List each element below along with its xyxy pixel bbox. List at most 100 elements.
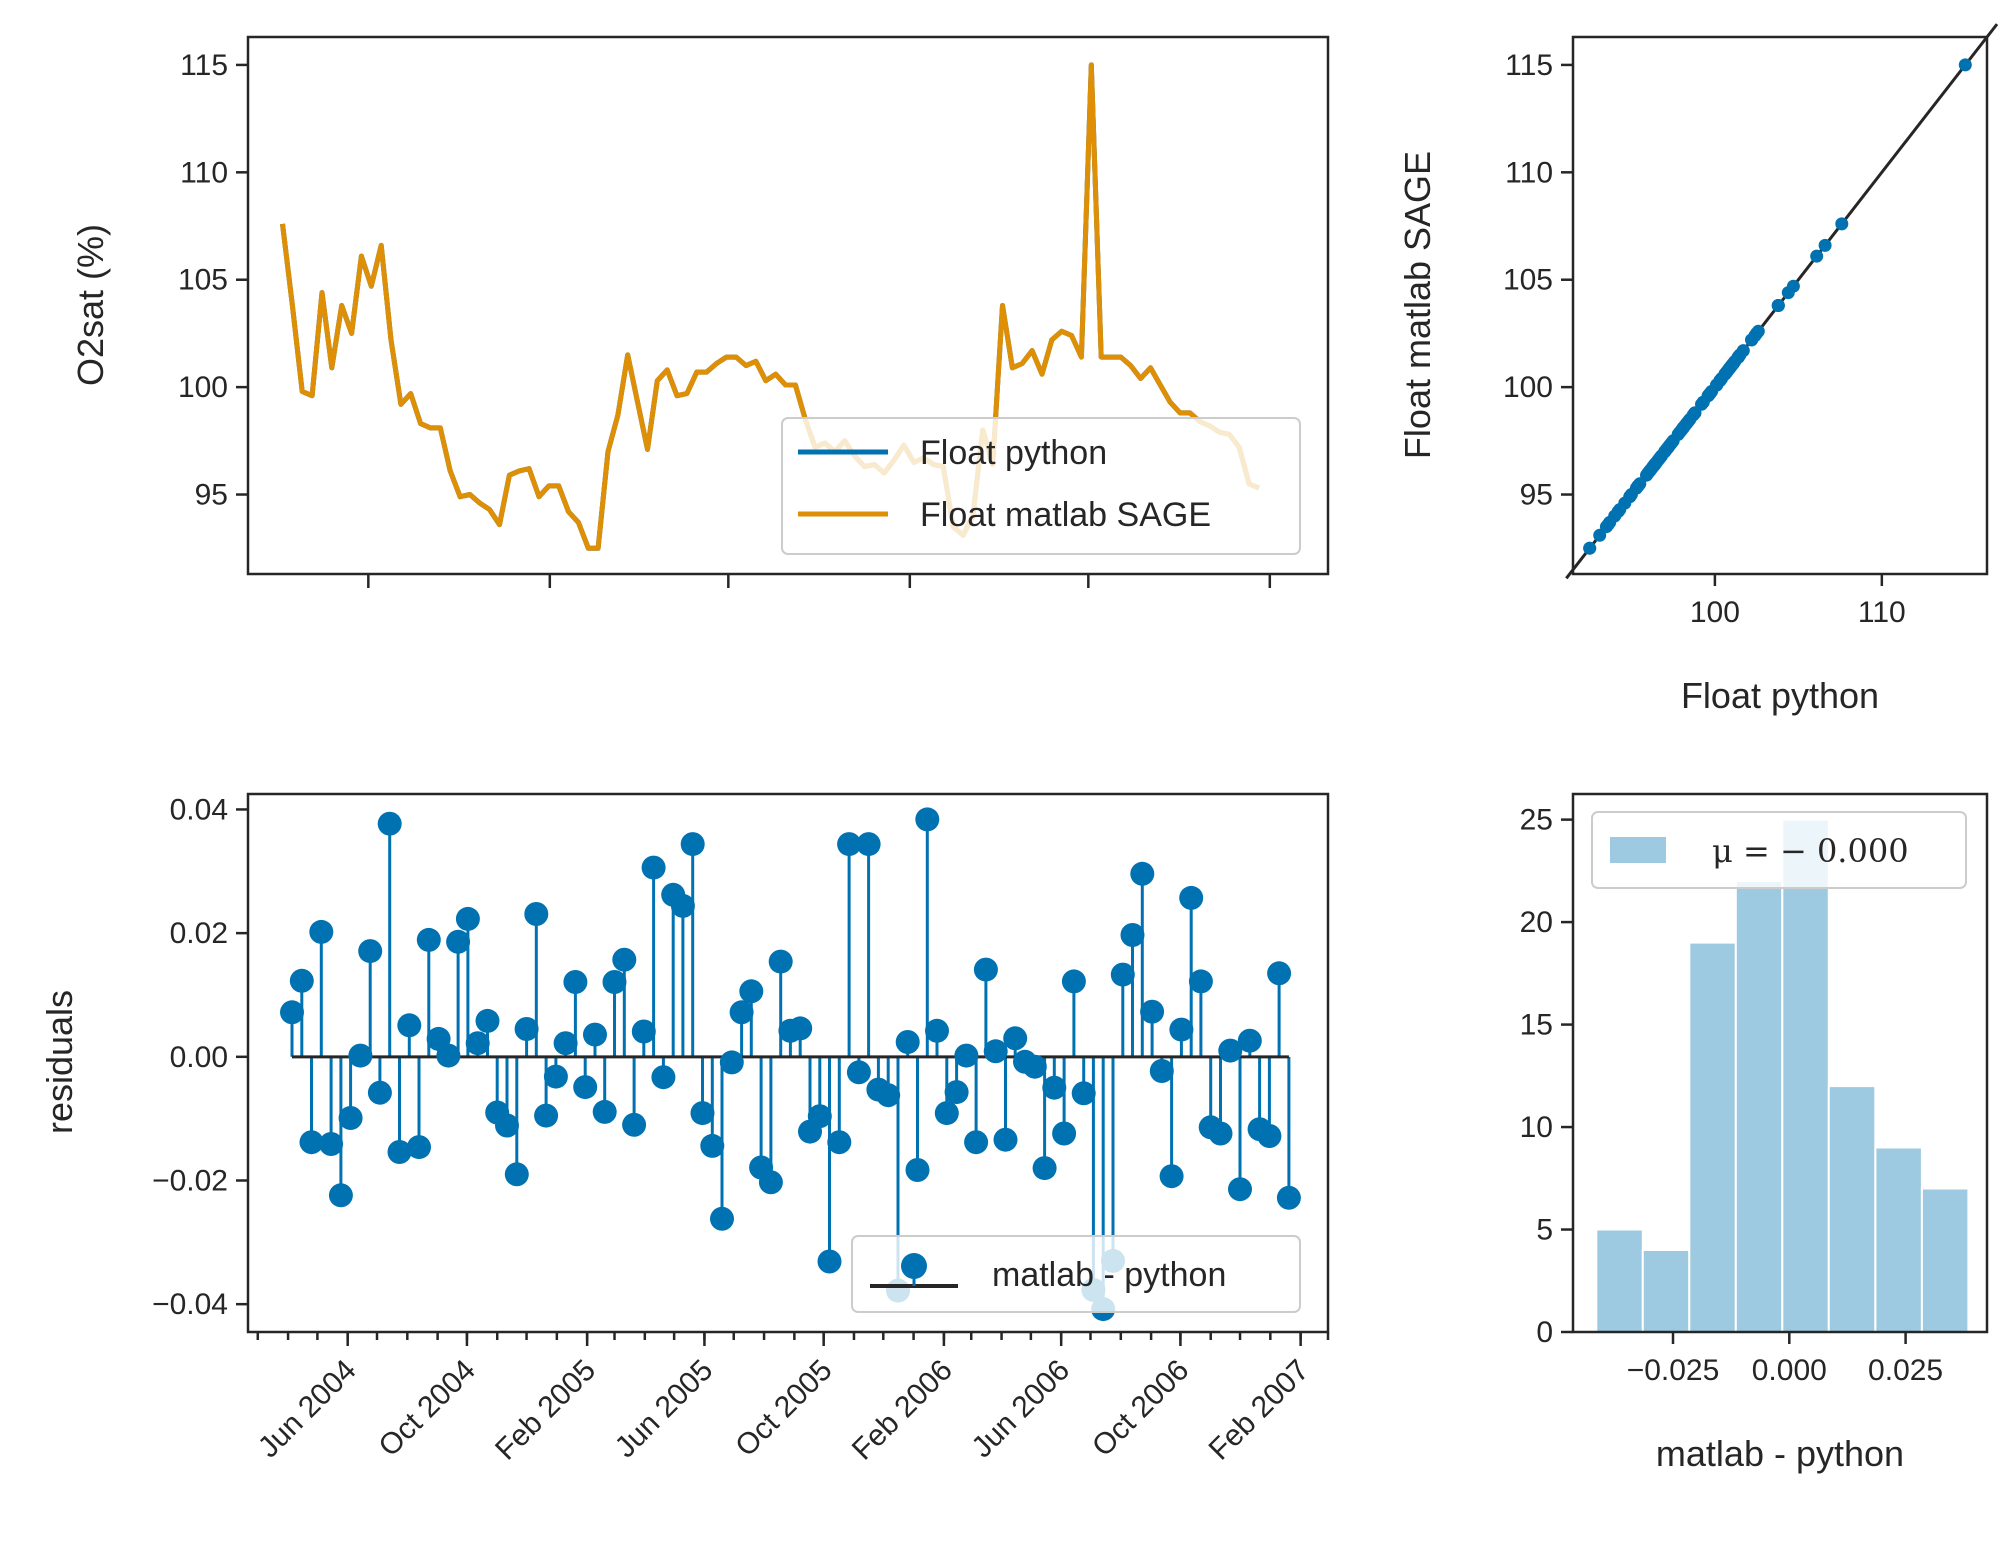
stem-marker (563, 970, 588, 994)
stem-marker (534, 1103, 559, 1128)
y-tick-label: 110 (180, 156, 228, 189)
stem-marker (1208, 1121, 1233, 1146)
residuals-y-label: residuals (39, 990, 80, 1134)
stem-marker (612, 947, 637, 972)
stem-marker (455, 906, 480, 931)
stem-marker (964, 1130, 989, 1155)
stem-marker (827, 1130, 852, 1155)
residuals-x-ticks: Jun 2004 Oct 2004 Feb 2005 Jun 2005 Oct 2005… (252, 1332, 1330, 1467)
stem-marker (573, 1075, 598, 1100)
stem-marker (1130, 861, 1155, 886)
y-tick-label: 0.00 (170, 1041, 228, 1074)
histogram-frame (1571, 792, 1989, 1334)
stem-marker (387, 1140, 412, 1164)
stem-marker (925, 1018, 949, 1043)
stem-marker (495, 1113, 519, 1138)
timeseries-legend: Float python Float matlab SAGE (781, 417, 1301, 555)
stem-marker (553, 1031, 578, 1056)
scatter-y-ticks: 95 100 105 110 115 (1503, 49, 1573, 512)
y-tick-label: 0.02 (170, 917, 228, 950)
stem-marker (768, 949, 793, 974)
scatter-point (1810, 249, 1824, 263)
x-tick-label: 0.000 (1752, 1354, 1827, 1387)
histogram-bar (1874, 1146, 1923, 1333)
residuals-y-ticks: −0.04 −0.02 0.00 0.02 0.04 (152, 793, 248, 1321)
scatter-point (1835, 217, 1849, 231)
stem-marker (817, 1249, 842, 1274)
stem-marker (1169, 1017, 1194, 1042)
stem-marker (1120, 923, 1145, 947)
stem-marker (436, 1043, 461, 1068)
timeseries-x-ticks (367, 574, 1272, 588)
stem-marker (543, 1064, 568, 1089)
histogram-panel: 0 5 10 15 20 25 −0.025 0.000 0.025 matlab - pyt… (1520, 792, 1989, 1474)
legend-patch-mean (1610, 837, 1666, 863)
residuals-legend: matlab - python (851, 1235, 1301, 1313)
x-tick-label: −0.025 (1627, 1354, 1720, 1387)
stem-marker (416, 927, 441, 952)
scatter-point (1818, 238, 1832, 252)
stem-marker (1052, 1121, 1077, 1146)
x-tick-label: Feb 2005 (489, 1354, 602, 1467)
stem-marker (289, 968, 314, 993)
x-tick-label: 0.025 (1868, 1354, 1943, 1387)
stem-marker (1042, 1075, 1067, 1100)
stem-marker (719, 1050, 744, 1075)
stem-marker (1159, 1164, 1184, 1189)
stem-marker (1267, 961, 1292, 986)
y-tick-label: 100 (178, 371, 228, 404)
timeseries-frame (246, 35, 1330, 576)
stem-marker (680, 832, 705, 857)
legend-marker-swatch (901, 1253, 927, 1279)
scatter-point (1958, 58, 1972, 72)
stem-marker (915, 807, 940, 832)
y-tick-label: 110 (1505, 156, 1553, 189)
scatter-plot-area (1565, 23, 1999, 580)
x-tick-label: Feb 2006 (846, 1354, 959, 1467)
histogram-bar (1595, 1228, 1644, 1333)
timeseries-y-label: O2sat (%) (70, 224, 111, 386)
x-tick-label: Oct 2005 (729, 1354, 838, 1463)
timeseries-panel: 95 100 105 110 115 O2sat (%) Float python Fl… (70, 35, 1330, 588)
legend-label-matlab-python: matlab - python (992, 1256, 1226, 1294)
histogram-bar (1641, 1249, 1691, 1333)
scatter-point (1771, 299, 1785, 312)
legend-label-float-python: Float python (920, 434, 1107, 472)
y-tick-label: −0.04 (152, 1288, 228, 1321)
y-tick-label: −0.02 (152, 1164, 228, 1197)
histogram-x-label: matlab - python (1656, 1433, 1904, 1474)
y-tick-label: 100 (1503, 371, 1553, 404)
stem-marker (309, 919, 334, 944)
stem-marker (993, 1127, 1018, 1152)
y-tick-label: 15 (1520, 1009, 1553, 1042)
stem-marker (1188, 969, 1213, 994)
stem-marker (670, 893, 695, 918)
y-tick-label: 95 (1520, 479, 1553, 512)
histogram-bar (1734, 880, 1784, 1333)
stem-marker (758, 1170, 783, 1195)
stem-marker (397, 1013, 422, 1038)
residuals-panel: −0.04 −0.02 0.00 0.02 0.04 Jun 2004 Oct 2004 F… (39, 792, 1330, 1467)
scatter-point (1583, 541, 1597, 555)
stem-marker (583, 1022, 607, 1047)
y-tick-label: 20 (1520, 906, 1553, 939)
stem-marker (739, 979, 764, 1004)
stem-marker (319, 1132, 344, 1156)
legend-label-mean: μ = − 0.000 (1712, 832, 1909, 870)
histogram-legend-box (1591, 811, 1967, 889)
stem-marker (1140, 999, 1165, 1024)
y-tick-label: 5 (1536, 1214, 1553, 1247)
x-tick-label: 110 (1858, 596, 1906, 629)
scatter-point (1593, 528, 1607, 542)
stem-marker (1237, 1028, 1262, 1053)
y-tick-label: 0.04 (170, 793, 228, 826)
y-tick-label: 95 (195, 479, 228, 512)
stem-marker (631, 1019, 656, 1044)
y-tick-label: 10 (1520, 1111, 1553, 1144)
scatter-y-label: Float matlab SAGE (1397, 151, 1438, 459)
histogram-x-ticks: −0.025 0.000 0.025 (1627, 1332, 1943, 1387)
series-line-float-matlab-sage (280, 62, 1260, 551)
stem-marker (788, 1016, 813, 1041)
stem-marker (856, 832, 881, 857)
